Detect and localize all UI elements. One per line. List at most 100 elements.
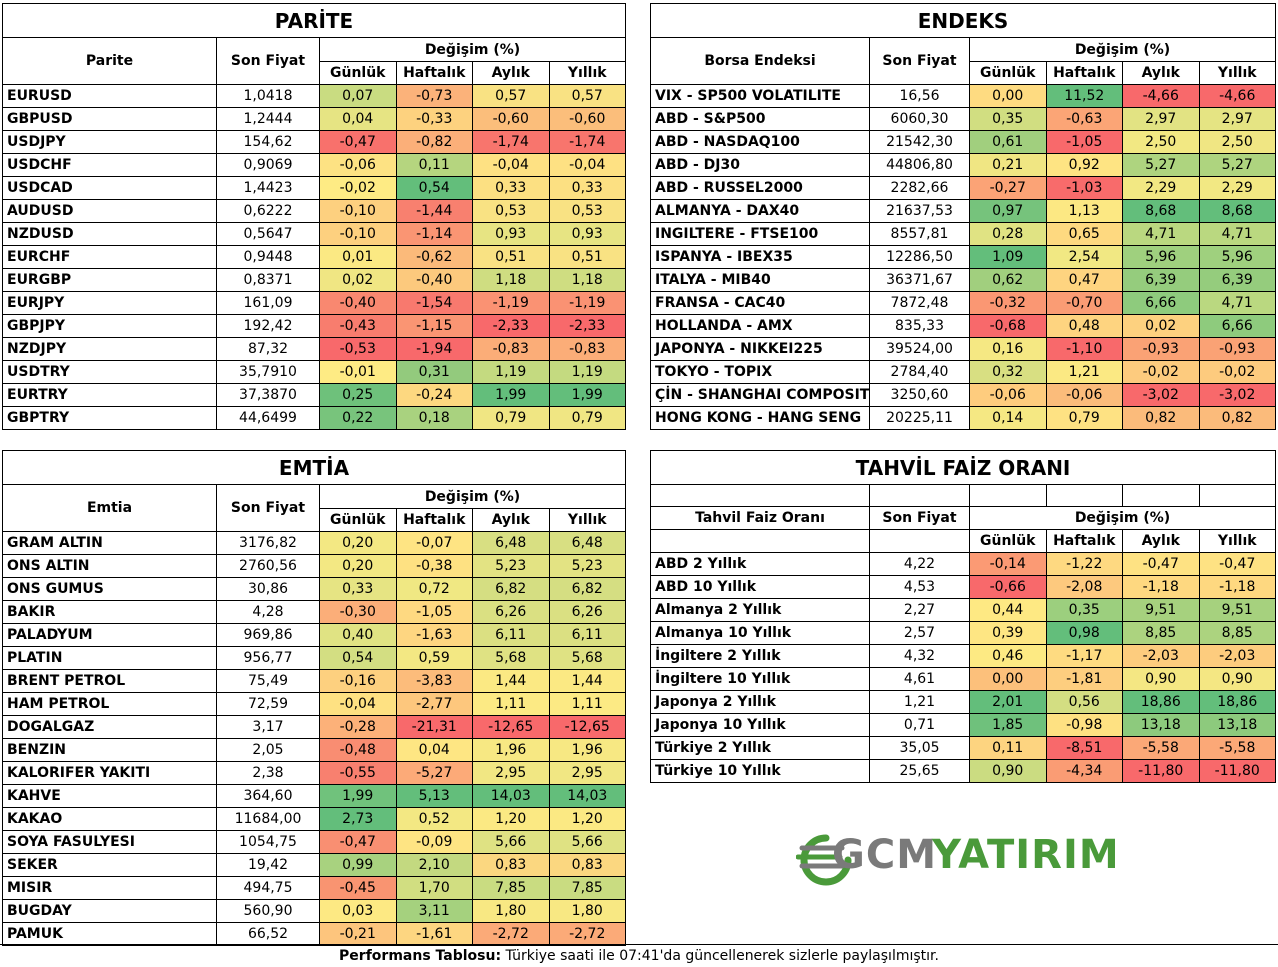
row-yearly-change: 1,20	[548, 807, 626, 831]
row-yearly-change: 2,95	[548, 761, 626, 785]
row-yearly-change: 0,82	[1198, 406, 1276, 430]
row-weekly-change: 1,13	[1045, 199, 1123, 223]
row-weekly-change: 0,18	[395, 406, 473, 430]
row-weekly-change: 0,52	[395, 807, 473, 831]
row-name: KAKAO	[2, 807, 217, 831]
row-name: JAPONYA - NIKKEI225	[650, 337, 870, 361]
row-name: NZDUSD	[2, 222, 217, 246]
row-price: 364,60	[216, 784, 320, 808]
row-daily-change: 0,28	[969, 222, 1047, 246]
table-row: NZDJPY 87,32 -0,53 -1,94 -0,83 -0,83	[2, 337, 626, 361]
row-price: 2760,56	[216, 554, 320, 578]
row-name: ABD 10 Yıllık	[650, 575, 870, 599]
row-daily-change: 0,40	[319, 623, 397, 647]
row-daily-change: -0,30	[319, 600, 397, 624]
row-monthly-change: -2,33	[472, 314, 550, 338]
row-yearly-change: 0,57	[548, 84, 626, 108]
table-row: ABD - DJ30 44806,80 0,21 0,92 5,27 5,27	[650, 153, 1276, 177]
table-row: AUDUSD 0,6222 -0,10 -1,44 0,53 0,53	[2, 199, 626, 223]
row-monthly-change: -0,83	[472, 337, 550, 361]
row-daily-change: 0,90	[969, 759, 1047, 783]
emtia-rows: GRAM ALTIN 3176,82 0,20 -0,07 6,48 6,48 ONS AL…	[2, 531, 626, 946]
row-name: ABD - NASDAQ100	[650, 130, 870, 154]
row-daily-change: 0,20	[319, 554, 397, 578]
table-row: NZDUSD 0,5647 -0,10 -1,14 0,93 0,93	[2, 222, 626, 246]
col-header-daily: Günlük	[319, 61, 397, 85]
row-yearly-change: 6,26	[548, 600, 626, 624]
row-name: EURCHF	[2, 245, 217, 269]
row-daily-change: 2,73	[319, 807, 397, 831]
row-daily-change: 0,35	[969, 107, 1047, 131]
row-price: 30,86	[216, 577, 320, 601]
row-yearly-change: 6,48	[548, 531, 626, 555]
row-yearly-change: 6,39	[1198, 268, 1276, 292]
row-monthly-change: 0,83	[472, 853, 550, 877]
row-price: 6060,30	[869, 107, 970, 131]
row-price: 192,42	[216, 314, 320, 338]
row-monthly-change: 7,85	[472, 876, 550, 900]
row-price: 0,71	[869, 713, 970, 737]
row-monthly-change: 0,51	[472, 245, 550, 269]
row-price: 4,22	[869, 552, 970, 576]
table-row: USDJPY 154,62 -0,47 -0,82 -1,74 -1,74	[2, 130, 626, 154]
table-row: GBPTRY 44,6499 0,22 0,18 0,79 0,79	[2, 406, 626, 430]
row-monthly-change: -1,19	[472, 291, 550, 315]
row-weekly-change: -1,81	[1045, 667, 1123, 691]
row-monthly-change: 0,93	[472, 222, 550, 246]
row-daily-change: -0,32	[969, 291, 1047, 315]
row-weekly-change: -1,03	[1045, 176, 1123, 200]
row-price: 4,32	[869, 644, 970, 668]
row-monthly-change: 0,33	[472, 176, 550, 200]
col-header-change: Değişim (%)	[319, 37, 626, 62]
col-header-yearly: Yıllık	[1198, 61, 1276, 85]
row-weekly-change: -0,73	[395, 84, 473, 108]
table-row: Almanya 2 Yıllık 2,27 0,44 0,35 9,51 9,51	[650, 598, 1276, 622]
row-weekly-change: 0,11	[395, 153, 473, 177]
row-name: ABD 2 Yıllık	[650, 552, 870, 576]
row-yearly-change: 8,85	[1198, 621, 1276, 645]
row-yearly-change: 4,71	[1198, 291, 1276, 315]
row-weekly-change: -4,34	[1045, 759, 1123, 783]
row-daily-change: 0,21	[969, 153, 1047, 177]
row-yearly-change: 0,90	[1198, 667, 1276, 691]
row-price: 969,86	[216, 623, 320, 647]
row-price: 0,8371	[216, 268, 320, 292]
table-row: USDTRY 35,7910 -0,01 0,31 1,19 1,19	[2, 360, 626, 384]
row-price: 2282,66	[869, 176, 970, 200]
row-weekly-change: -1,14	[395, 222, 473, 246]
table-row: SOYA FASULYESI 1054,75 -0,47 -0,09 5,66 5,66	[2, 830, 626, 854]
row-price: 1,0418	[216, 84, 320, 108]
row-price: 21542,30	[869, 130, 970, 154]
row-yearly-change: 0,93	[548, 222, 626, 246]
row-price: 0,9448	[216, 245, 320, 269]
row-daily-change: -0,06	[319, 153, 397, 177]
empty-cell	[650, 529, 870, 553]
row-weekly-change: -8,51	[1045, 736, 1123, 760]
row-weekly-change: -0,07	[395, 531, 473, 555]
row-monthly-change: -2,72	[472, 922, 550, 946]
row-name: USDJPY	[2, 130, 217, 154]
row-daily-change: -0,04	[319, 692, 397, 716]
row-yearly-change: 7,85	[548, 876, 626, 900]
row-name: INGILTERE - FTSE100	[650, 222, 870, 246]
row-yearly-change: -0,47	[1198, 552, 1276, 576]
row-daily-change: 0,00	[969, 667, 1047, 691]
row-monthly-change: -0,93	[1122, 337, 1200, 361]
row-daily-change: -0,28	[319, 715, 397, 739]
row-price: 66,52	[216, 922, 320, 946]
table-row: ABD - RUSSEL2000 2282,66 -0,27 -1,03 2,29 2,2…	[650, 176, 1276, 200]
row-yearly-change: 6,66	[1198, 314, 1276, 338]
row-yearly-change: -1,18	[1198, 575, 1276, 599]
table-row: MISIR 494,75 -0,45 1,70 7,85 7,85	[2, 876, 626, 900]
col-header-price: Son Fiyat	[869, 506, 970, 530]
row-monthly-change: 2,50	[1122, 130, 1200, 154]
row-monthly-change: -12,65	[472, 715, 550, 739]
row-name: KALORIFER YAKITI	[2, 761, 217, 785]
row-price: 2,27	[869, 598, 970, 622]
table-row: Türkiye 10 Yıllık 25,65 0,90 -4,34 -11,80 -11…	[650, 759, 1276, 783]
row-yearly-change: -0,93	[1198, 337, 1276, 361]
row-yearly-change: 8,68	[1198, 199, 1276, 223]
row-name: ABD - DJ30	[650, 153, 870, 177]
row-price: 2,38	[216, 761, 320, 785]
row-weekly-change: -5,27	[395, 761, 473, 785]
